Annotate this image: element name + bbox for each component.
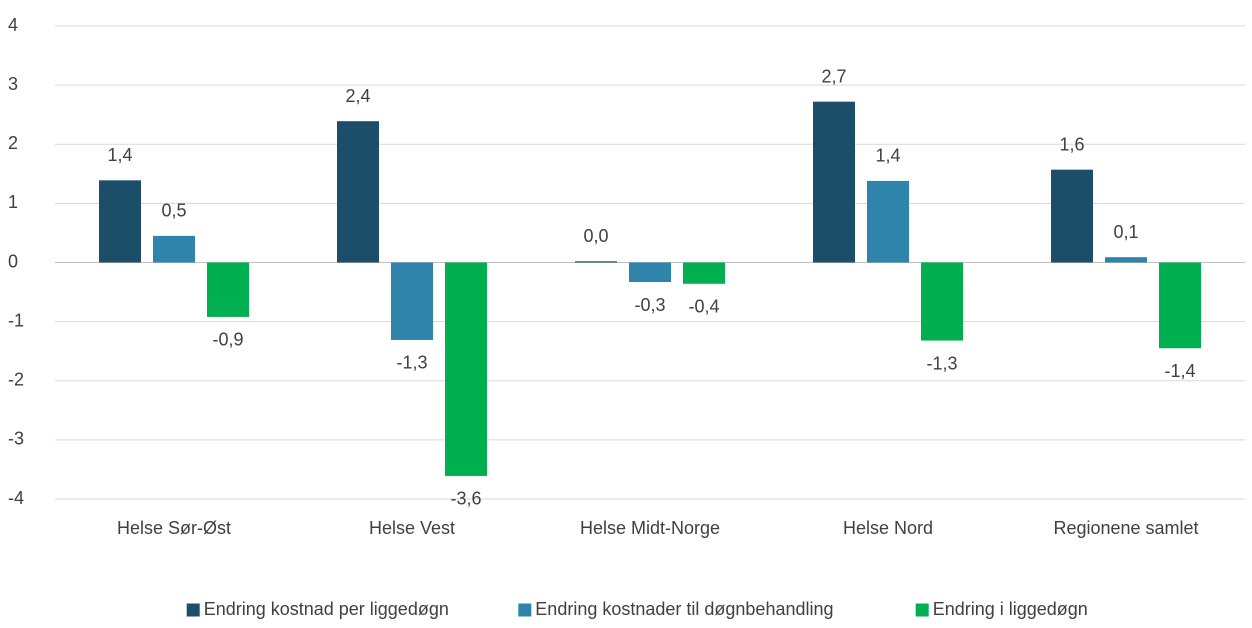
value-label: 0,5 — [161, 201, 186, 221]
bar — [867, 180, 909, 263]
legend-swatch — [915, 603, 929, 617]
y-tick-label: 3 — [8, 74, 18, 94]
value-label: 2,4 — [345, 86, 370, 106]
bar — [575, 261, 617, 263]
bar — [391, 262, 433, 340]
y-tick-label: 0 — [8, 251, 18, 271]
bar — [445, 262, 487, 476]
bar — [1051, 169, 1093, 263]
bar — [337, 121, 379, 263]
y-tick-label: 4 — [8, 15, 18, 35]
value-label: -0,3 — [634, 295, 665, 315]
value-label: 1,4 — [875, 146, 900, 166]
y-tick-label: -3 — [8, 429, 24, 449]
legend-label: Endring i liggedøgn — [933, 599, 1088, 619]
x-tick-label: Helse Sør-Øst — [117, 518, 231, 538]
legend-swatch — [518, 603, 532, 617]
value-label: -1,4 — [1164, 361, 1195, 381]
bar — [99, 180, 141, 263]
x-tick-label: Helse Midt-Norge — [580, 518, 720, 538]
y-tick-label: -4 — [8, 488, 24, 508]
legend-swatch — [186, 603, 200, 617]
bar — [1105, 257, 1147, 263]
value-label: -0,9 — [212, 330, 243, 350]
value-label: -1,3 — [926, 353, 957, 373]
value-label: 1,6 — [1059, 134, 1084, 154]
value-label: 2,7 — [821, 66, 846, 86]
bar — [921, 262, 963, 341]
value-label: 1,4 — [107, 145, 132, 165]
bar — [153, 235, 195, 263]
value-label: 0,0 — [583, 226, 608, 246]
bar — [207, 262, 249, 317]
value-label: -3,6 — [450, 489, 481, 509]
value-label: -1,3 — [396, 353, 427, 373]
bar — [1159, 262, 1201, 349]
bar — [683, 262, 725, 284]
x-tick-label: Regionene samlet — [1053, 518, 1198, 538]
legend-label: Endring kostnader til døgnbehandling — [535, 599, 833, 619]
legend-label: Endring kostnad per liggedøgn — [204, 599, 449, 619]
y-tick-label: -1 — [8, 310, 24, 330]
y-tick-label: 2 — [8, 133, 18, 153]
value-label: 0,1 — [1113, 222, 1138, 242]
x-tick-label: Helse Vest — [369, 518, 455, 538]
bar — [813, 101, 855, 263]
x-tick-label: Helse Nord — [843, 518, 933, 538]
y-tick-label: 1 — [8, 192, 18, 212]
y-tick-label: -2 — [8, 370, 24, 390]
value-label: -0,4 — [688, 297, 719, 317]
bar — [629, 262, 671, 283]
